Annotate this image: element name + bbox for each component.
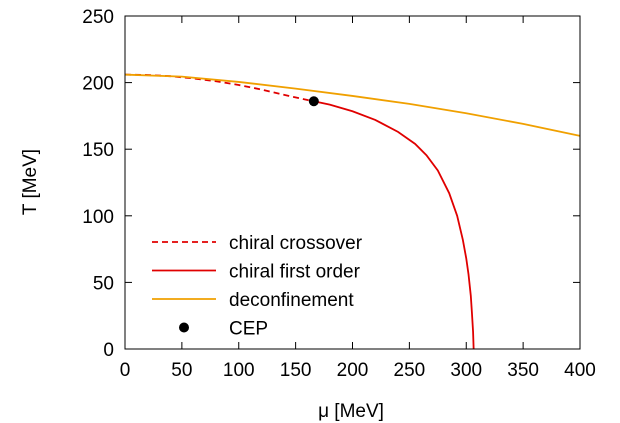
deconfinement-line [124,73,581,137]
y-tick-label: 150 [82,140,114,161]
legend-chiral-first-order-label: chiral first order [229,262,361,283]
plot-area: 0 50 100 150 200 250 300 350 400 0 50 100 150 200 250 [82,7,596,381]
y-tick-label: 250 [82,7,114,28]
x-tick-label: 250 [394,360,426,381]
chiral-first-order-line [313,100,475,350]
x-tick-label: 100 [223,360,255,381]
x-tick-label: 400 [564,360,596,381]
x-tick-label: 150 [280,360,312,381]
x-tick-label: 200 [337,360,369,381]
legend: chiral crossover chiral first order deconf… [152,233,363,340]
y-tick-label: 50 [93,273,114,294]
x-tick-label: 350 [507,360,539,381]
legend-cep-label: CEP [229,319,268,340]
x-tick-label: 50 [171,360,192,381]
legend-cep-marker [179,322,189,333]
cep-point [308,96,319,107]
y-tick-label: 200 [82,74,114,95]
x-axis-label: μ [MeV] [318,401,384,422]
y-tick-label: 0 [103,340,114,361]
x-tick-label: 300 [450,360,482,381]
x-tick-label: 0 [120,360,131,381]
legend-deconfinement-label: deconfinement [229,290,354,311]
y-axis-label: T [MeV] [20,149,41,215]
y-tick-label: 100 [82,207,114,228]
legend-chiral-crossover-label: chiral crossover [229,233,363,254]
